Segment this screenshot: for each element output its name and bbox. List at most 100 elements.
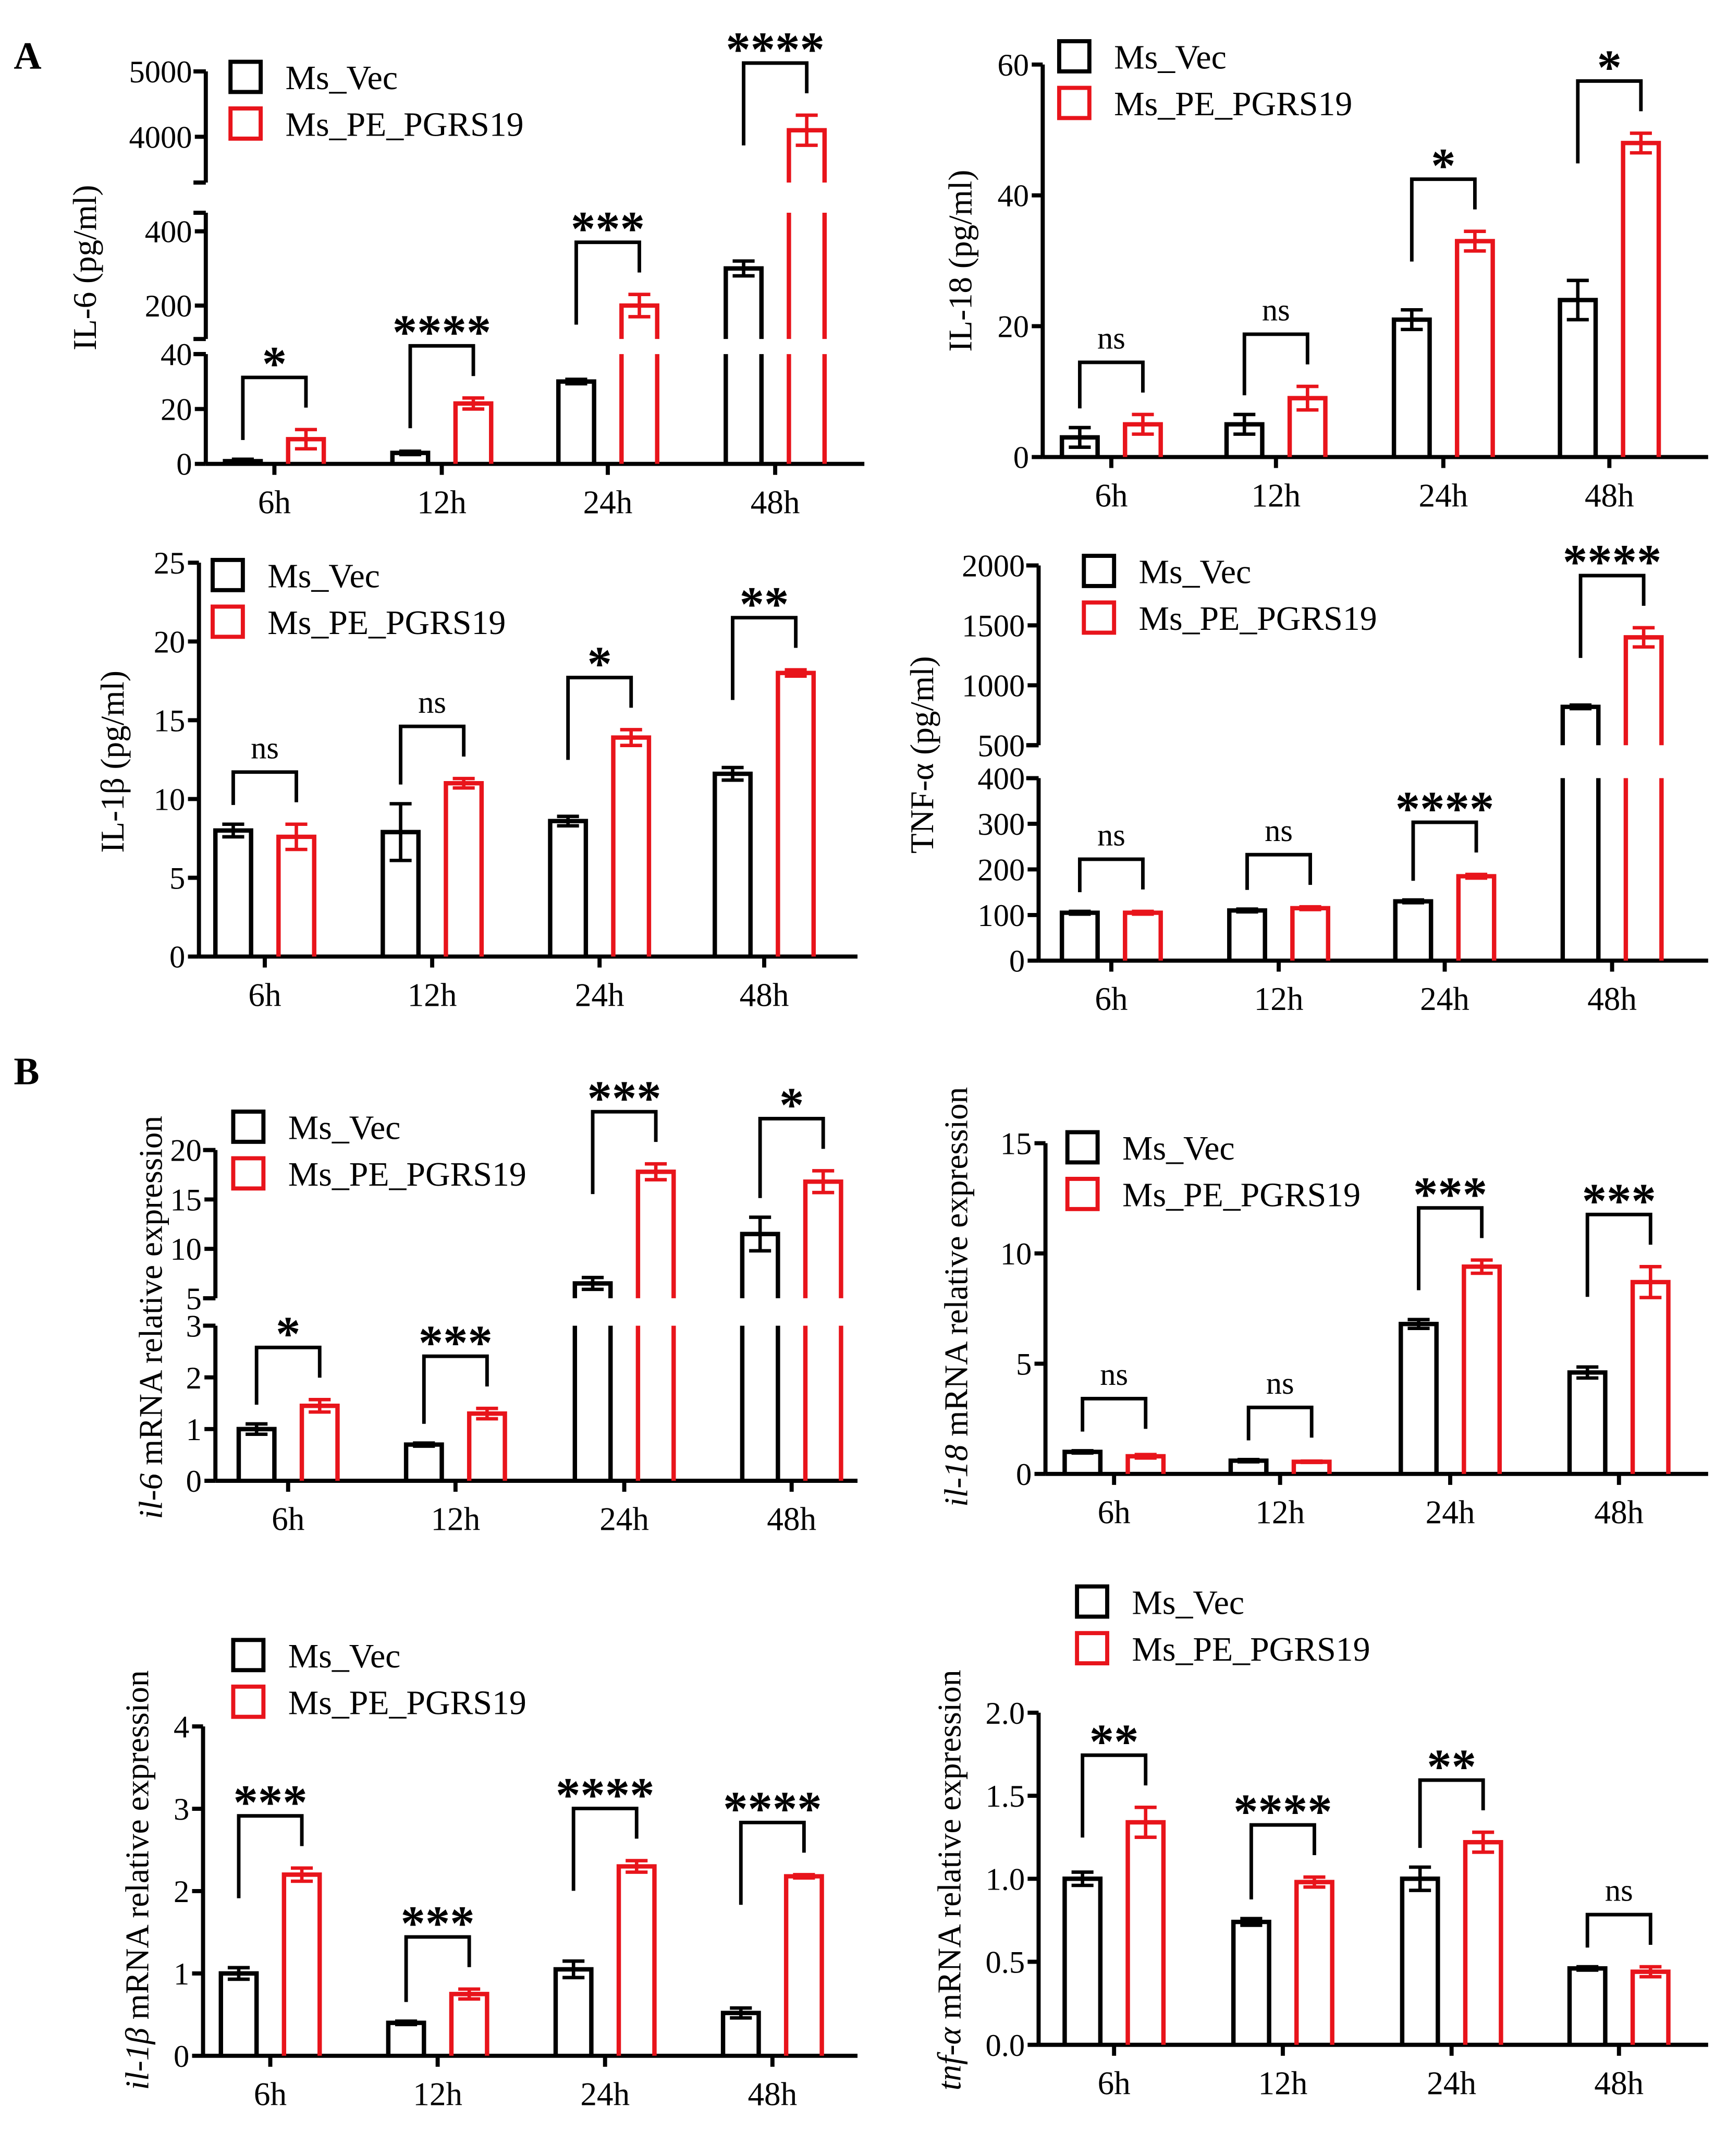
y-tick-label: 60 — [997, 48, 1029, 83]
significance-label: **** — [726, 22, 825, 77]
significance-bracket — [574, 240, 641, 325]
bar-ms-vec-24h — [556, 379, 596, 464]
significance-label: ** — [1089, 1715, 1139, 1769]
y-tick-label: 200 — [977, 852, 1025, 887]
error-bar — [458, 1987, 481, 2001]
legend-label: Ms_Vec — [285, 59, 398, 97]
significance-bracket — [1077, 360, 1145, 409]
error-bar — [795, 113, 818, 147]
error-bar — [1407, 1318, 1430, 1331]
y-tick-label: 0 — [174, 2039, 189, 2074]
y-tick-label: 20 — [154, 625, 186, 660]
y-tick-label: 15 — [170, 1183, 202, 1217]
significance-bracket — [231, 770, 298, 805]
bar-ms-vec-6h — [1062, 1877, 1103, 2045]
y-tick-label: 10 — [1000, 1237, 1032, 1272]
significance-bracket — [742, 61, 809, 145]
error-bar — [1401, 308, 1423, 332]
significance-bracket — [591, 1110, 658, 1195]
x-tick-label: 12h — [431, 1501, 480, 1538]
legend-label: Ms_Vec — [1122, 1129, 1235, 1167]
error-bar — [793, 1873, 815, 1880]
x-tick-label: 6h — [258, 484, 291, 520]
error-bar — [645, 1162, 667, 1181]
significance-label: ns — [1100, 1357, 1128, 1392]
y-tick-label: 1000 — [962, 668, 1025, 703]
x-tick-label: 6h — [272, 1501, 304, 1538]
legend-label: Ms_PE_PGRS19 — [285, 106, 523, 144]
bar-ms-pe-pgrs19-48h — [1630, 1969, 1671, 2045]
significance-bracket — [731, 616, 798, 700]
legend-swatch-ms-pe-pgrs19 — [231, 1684, 266, 1719]
legend-swatch-ms-pe-pgrs19 — [1065, 1177, 1100, 1211]
error-bar — [1134, 1806, 1157, 1839]
error-bar — [1471, 1258, 1493, 1275]
error-bar — [1402, 898, 1425, 905]
legend-swatch-ms-vec — [1075, 1584, 1109, 1619]
significance-bracket — [1249, 1823, 1316, 1899]
significance-label: *** — [233, 1775, 307, 1830]
error-bar — [721, 765, 744, 782]
significance-bracket — [571, 1807, 639, 1891]
x-tick-label: 24h — [583, 484, 633, 520]
y-tick-label: 10 — [154, 782, 186, 817]
y-axis-label: il-18 mRNA relative expression — [938, 1087, 975, 1507]
error-bar — [290, 1866, 313, 1883]
legend-label: Ms_Vec — [1139, 553, 1252, 591]
significance-label: ns — [251, 730, 279, 765]
error-bar — [222, 822, 244, 839]
bar-ms-vec-6h — [1059, 910, 1100, 961]
y-tick-label: 0 — [1013, 441, 1029, 476]
significance-bracket — [1081, 1753, 1148, 1838]
significance-bracket — [1585, 1913, 1652, 1948]
significance-bracket — [1410, 177, 1477, 262]
error-bar — [1639, 1965, 1662, 1979]
legend-swatch-ms-vec — [231, 1110, 266, 1144]
error-bar — [1071, 1449, 1094, 1455]
bar-ms-pe-pgrs19-48h — [787, 213, 827, 339]
bar-ms-vec-24h — [548, 819, 589, 957]
y-axis-label-gene: il-6 — [133, 1473, 169, 1519]
significance-label: ns — [1265, 813, 1293, 848]
error-bar — [565, 377, 587, 386]
y-tick-label: 3 — [174, 1792, 189, 1827]
error-bar — [1464, 229, 1486, 253]
y-tick-label: 1500 — [962, 608, 1025, 643]
bar-ms-pe-pgrs19-48h — [1623, 778, 1664, 961]
legend-swatch-ms-pe-pgrs19 — [1057, 86, 1092, 120]
y-tick-label: 0 — [1016, 1457, 1032, 1492]
y-tick-label: 2 — [186, 1361, 202, 1396]
significance-label: * — [587, 637, 611, 691]
bar-ms-pe-pgrs19-24h — [635, 1325, 676, 1481]
legend-swatch-ms-pe-pgrs19 — [228, 106, 263, 141]
error-bar — [730, 2006, 752, 2020]
bar-ms-vec-6h — [236, 1427, 277, 1481]
bar-ms-pe-pgrs19-24h — [635, 1170, 676, 1298]
y-axis-label-text: IL-6 (pg/ml) — [67, 185, 103, 350]
bar-ms-pe-pgrs19-48h — [783, 1874, 824, 2056]
y-tick-label: 1 — [174, 1957, 189, 1992]
bar-ms-vec-12h — [403, 1442, 444, 1481]
y-tick-label: 15 — [154, 703, 186, 738]
bar-ms-vec-6h — [213, 828, 253, 957]
error-bar — [227, 1966, 250, 1981]
x-tick-label: 24h — [575, 977, 624, 1013]
y-axis-label: IL-1β (pg/ml) — [94, 671, 131, 853]
bar-ms-pe-pgrs19-48h — [776, 671, 816, 957]
y-tick-label: 2000 — [962, 549, 1025, 584]
significance-bracket — [1418, 1778, 1485, 1848]
error-bar — [309, 1398, 331, 1414]
legend-swatch-ms-vec — [228, 59, 263, 94]
bar-ms-vec-48h — [724, 354, 764, 464]
error-bar — [628, 293, 651, 319]
bar-ms-pe-pgrs19-24h — [1454, 239, 1495, 457]
y-axis-label-text: IL-18 (pg/ml) — [942, 170, 978, 352]
error-bar — [1238, 1458, 1260, 1464]
significance-bracket — [1081, 1396, 1148, 1432]
significance-label: **** — [556, 1768, 655, 1822]
significance-label: *** — [401, 1896, 475, 1951]
error-bar — [1566, 278, 1589, 322]
